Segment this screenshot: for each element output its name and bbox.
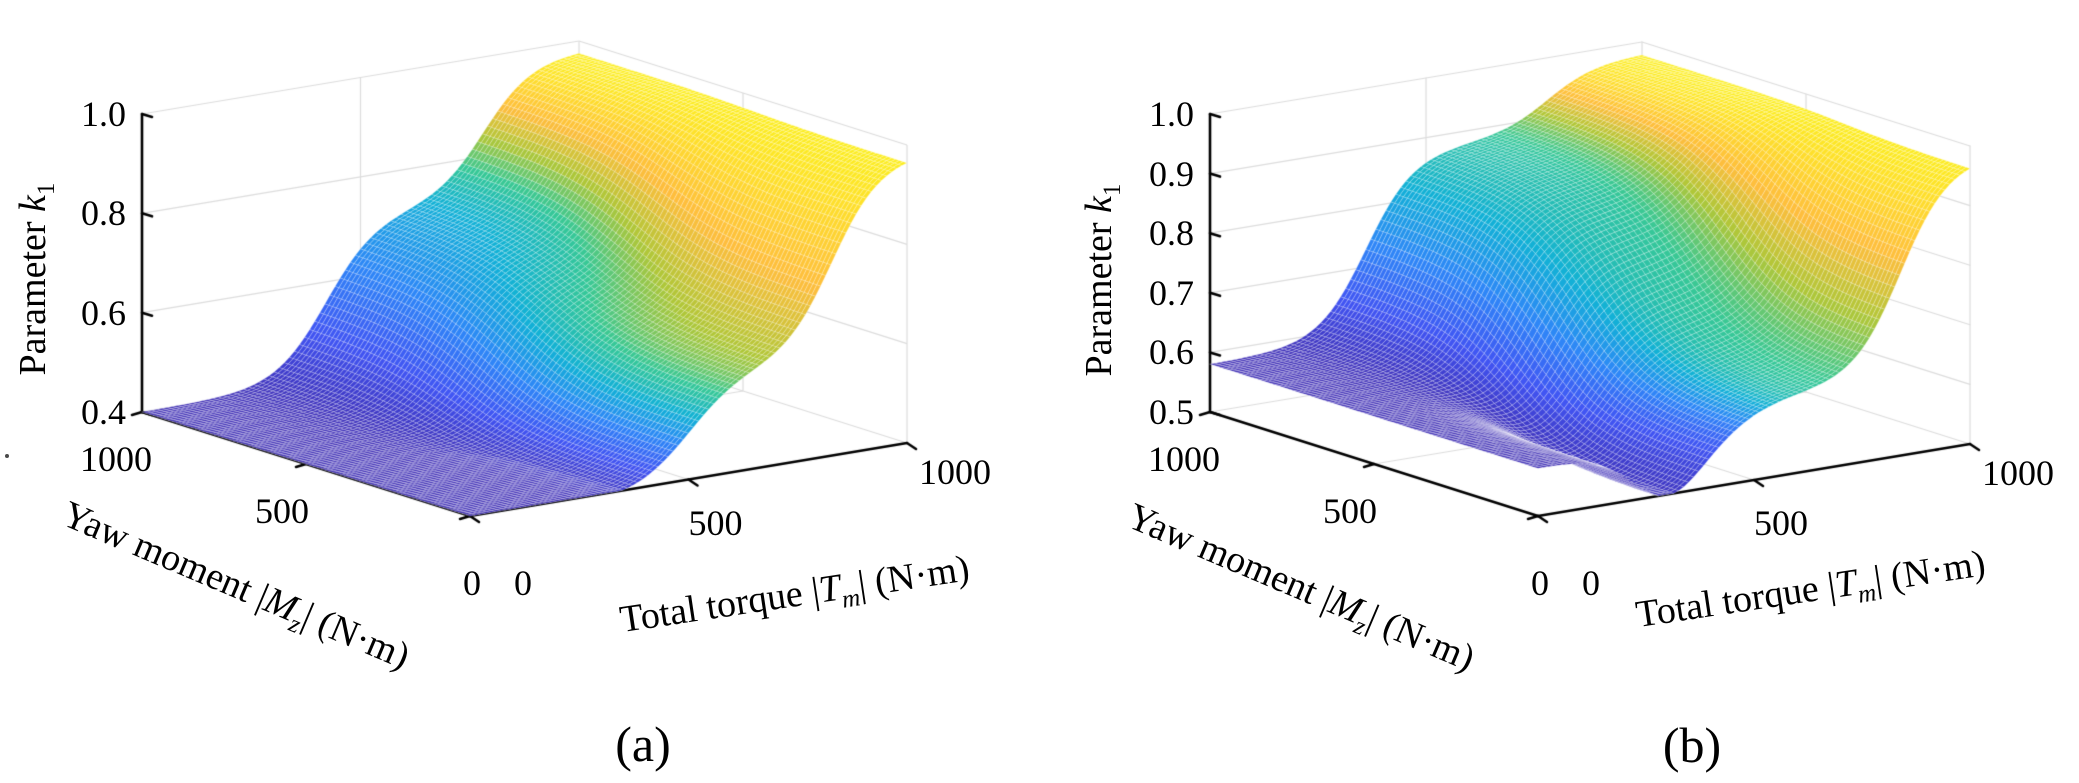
z-tick-label: 0.8 xyxy=(1149,213,1194,254)
z-axis-label-a: Parameter k1 xyxy=(12,182,60,376)
z-tick-label: 0.5 xyxy=(1149,392,1194,432)
z-tick-label: 1.0 xyxy=(81,93,126,134)
x-axis-label-b: Total torque |Tm| (N·m) xyxy=(1633,542,1989,637)
x-tick-label: 500 xyxy=(688,502,743,543)
stray-mark xyxy=(5,454,9,458)
x-axis-label-a: Total torque |Tm| (N·m) xyxy=(617,547,973,642)
y-tick-label: 0 xyxy=(1531,563,1549,603)
z-tick-label: 0.9 xyxy=(1149,153,1194,194)
y-tick-label: 0 xyxy=(463,563,481,603)
z-tick-label: 0.4 xyxy=(81,392,126,432)
z-tick-label: 0.8 xyxy=(81,193,126,234)
z-tick-label: 0.7 xyxy=(1149,272,1194,313)
x-tick-label: 0 xyxy=(1582,563,1600,603)
y-tick-label: 1000 xyxy=(1148,439,1220,479)
x-tick-label: 500 xyxy=(1754,503,1808,543)
z-tick-label: 0.6 xyxy=(81,292,126,333)
z-tick-label: 1.0 xyxy=(1149,94,1194,134)
x-tick-label: 1000 xyxy=(1982,453,2054,493)
y-tick-label: 1000 xyxy=(80,439,152,479)
z-tick-label: 0.6 xyxy=(1149,332,1194,373)
z-axis-label-b: Parameter k1 xyxy=(1078,183,1126,377)
y-axis-label-b: Yaw moment |Mz| (N·m) xyxy=(1121,495,1481,680)
x-tick-label: 1000 xyxy=(919,452,991,492)
subplot-caption-a: (a) xyxy=(615,716,671,772)
subplot-caption-b: (b) xyxy=(1662,717,1722,773)
y-tick-label: 500 xyxy=(1323,491,1377,531)
y-tick-label: 500 xyxy=(255,491,309,531)
x-tick-label: 0 xyxy=(514,563,532,603)
y-axis-label-a: Yaw moment |Mz| (N·m) xyxy=(56,493,416,678)
